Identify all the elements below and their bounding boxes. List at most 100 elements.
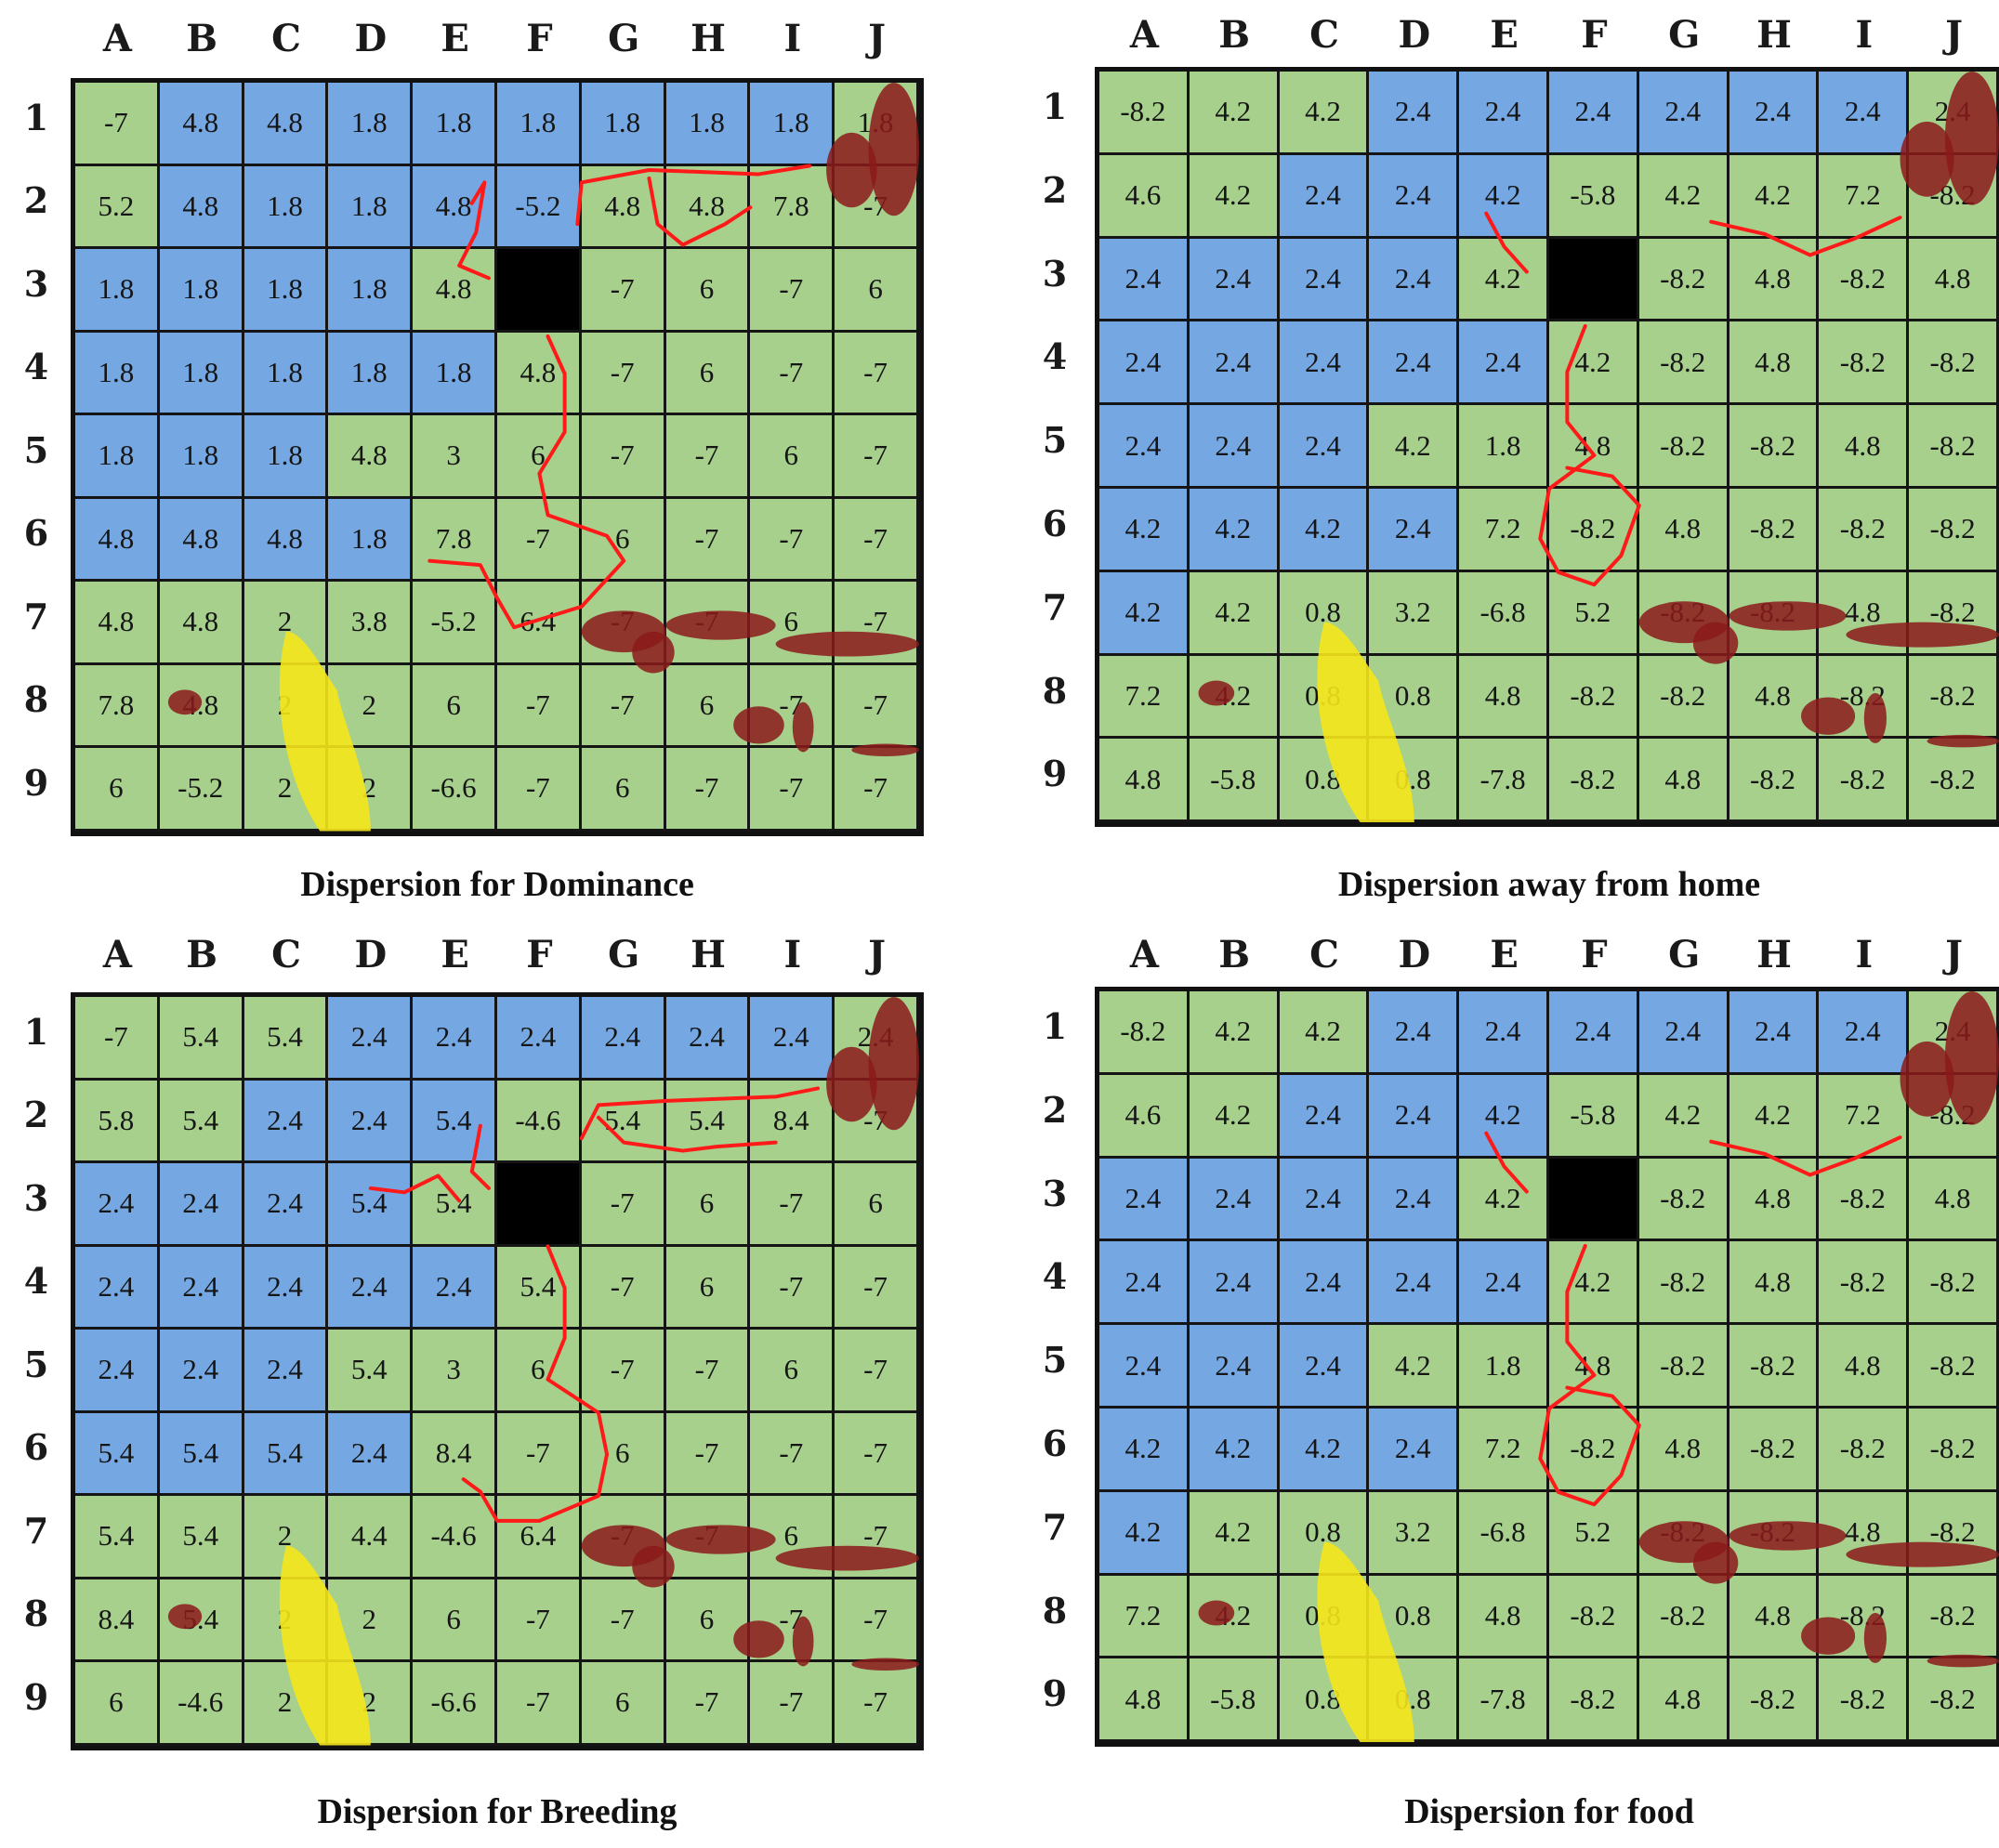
cell-value: 4.2 bbox=[1484, 178, 1521, 212]
grid-cell-I4: -8.2 bbox=[1819, 1241, 1910, 1326]
cell-value: 2.4 bbox=[267, 1353, 303, 1386]
grid-cell-B5: 1.8 bbox=[159, 415, 244, 499]
grid-cell-H6: -7 bbox=[665, 498, 751, 582]
grid-cell-E5: 3 bbox=[413, 1330, 497, 1413]
cell-value: 6 bbox=[614, 1435, 630, 1469]
grid-cell-C2: 2.4 bbox=[1279, 1074, 1370, 1159]
grid-cell-C1: 4.2 bbox=[1279, 991, 1370, 1075]
cell-value: -8.2 bbox=[1929, 428, 1976, 462]
cell-value: -7 bbox=[779, 1602, 804, 1635]
grid-cell-A6: 4.8 bbox=[75, 498, 160, 582]
grid-cell-B2: 4.8 bbox=[159, 165, 244, 249]
grid-cell-C6: 5.4 bbox=[243, 1412, 329, 1496]
cell-value: 1.8 bbox=[604, 106, 641, 139]
grid-cell-H3: 6 bbox=[665, 249, 751, 333]
cell-value: -7 bbox=[694, 605, 719, 638]
grid-cell-C8: 2 bbox=[243, 1579, 329, 1662]
row-label: 7 bbox=[1042, 585, 1068, 628]
row-label: 1 bbox=[1042, 85, 1068, 127]
column-label: J bbox=[1945, 13, 1964, 57]
origin-marker bbox=[1549, 238, 1637, 320]
cell-value: 5.4 bbox=[519, 1269, 557, 1303]
column-label: J bbox=[868, 933, 887, 976]
cell-value: 1.8 bbox=[267, 189, 303, 222]
cell-value: 6 bbox=[699, 272, 715, 306]
cell-value: 1.8 bbox=[182, 439, 219, 472]
grid-cell-E2: 4.2 bbox=[1459, 154, 1549, 239]
grid-cell-G9: 6 bbox=[581, 748, 666, 832]
cell-value: 1.8 bbox=[98, 272, 135, 306]
cell-value: -8.2 bbox=[1120, 95, 1166, 128]
cell-value: -7 bbox=[863, 688, 888, 721]
cell-value: -7 bbox=[863, 1103, 888, 1136]
cell-value: -8.2 bbox=[1929, 345, 1976, 378]
cell-value: 2.4 bbox=[1844, 95, 1881, 128]
grid-cell-C3: 1.8 bbox=[243, 249, 329, 333]
grid-cell-F8: -8.2 bbox=[1549, 655, 1639, 740]
grid-cell-F4: 5.4 bbox=[497, 1246, 582, 1330]
grid-cell-D5: 4.2 bbox=[1369, 405, 1460, 489]
cell-value: 4.8 bbox=[1844, 1515, 1881, 1549]
grid-cell-B1: 5.4 bbox=[159, 997, 244, 1081]
grid-cell-G9: 4.8 bbox=[1638, 1658, 1729, 1743]
grid-cell-F1: 2.4 bbox=[497, 997, 582, 1081]
grid-cell-J1: 1.8 bbox=[835, 83, 919, 166]
grid-cell-B5: 2.4 bbox=[159, 1330, 244, 1413]
origin-marker bbox=[497, 1163, 579, 1244]
cell-value: 6 bbox=[109, 1685, 124, 1719]
cell-value: 3 bbox=[446, 1353, 461, 1386]
grid-cell-G6: 4.8 bbox=[1638, 1409, 1729, 1492]
grid-cell-I4: -7 bbox=[750, 332, 835, 415]
grid-cell-I7: 6 bbox=[750, 582, 835, 665]
grid-cell-H2: 4.2 bbox=[1729, 154, 1820, 239]
cell-value: -7 bbox=[610, 1602, 635, 1635]
grid-cell-G1: 2.4 bbox=[1638, 991, 1729, 1075]
grid-cell-D1: 1.8 bbox=[328, 83, 414, 166]
grid-cell-E1: 1.8 bbox=[413, 83, 497, 166]
grid-cell-B5: 2.4 bbox=[1189, 1325, 1280, 1409]
cell-value: -8.2 bbox=[1749, 428, 1796, 462]
cell-value: -7 bbox=[694, 521, 719, 555]
cell-value: -7 bbox=[779, 355, 804, 388]
cell-value: 2.4 bbox=[1394, 261, 1431, 295]
grid-cell-F7: 6.4 bbox=[497, 582, 582, 665]
cell-value: 6 bbox=[109, 771, 124, 805]
column-label: E bbox=[1490, 13, 1519, 57]
cell-value: 1.8 bbox=[350, 189, 388, 222]
grid-cell-D1: 2.4 bbox=[1369, 991, 1460, 1075]
row-label: 5 bbox=[23, 428, 49, 471]
grid-cell-C6: 4.2 bbox=[1279, 1409, 1370, 1492]
cell-value: 3.2 bbox=[1394, 1515, 1431, 1549]
grid-cell-A4: 2.4 bbox=[1099, 321, 1190, 406]
grid-cell-H3: 4.8 bbox=[1729, 1158, 1820, 1242]
cell-value: 1.8 bbox=[1484, 1348, 1521, 1382]
grid-cell-E7: -4.6 bbox=[413, 1496, 497, 1579]
cell-value: -7 bbox=[863, 1435, 888, 1469]
grid-cell-G5: -7 bbox=[581, 1330, 666, 1413]
cell-value: 4.2 bbox=[1484, 1098, 1521, 1132]
cell-value: 2.4 bbox=[267, 1269, 303, 1303]
grid-cell-A8: 7.2 bbox=[1099, 1575, 1190, 1659]
cell-value: -6.8 bbox=[1480, 1515, 1526, 1549]
grid-cell-C7: 0.8 bbox=[1279, 571, 1370, 656]
grid-cell-F4: 4.2 bbox=[1549, 1241, 1639, 1326]
cell-value: -7 bbox=[525, 1685, 550, 1719]
cell-value: 2.4 bbox=[1305, 178, 1341, 212]
cell-value: 0.8 bbox=[1394, 1682, 1431, 1715]
cell-value: 5.4 bbox=[435, 1103, 472, 1136]
grid-cell-D8: 2 bbox=[328, 664, 414, 748]
cell-value: -5.8 bbox=[1570, 178, 1616, 212]
row-label: 4 bbox=[23, 1260, 49, 1303]
grid-cell-G1: 2.4 bbox=[1638, 72, 1729, 155]
cell-value: 2.4 bbox=[1124, 261, 1162, 295]
grid-cell-C9: 0.8 bbox=[1279, 1658, 1370, 1743]
grid-cell-D2: 2.4 bbox=[1369, 1074, 1460, 1159]
grid-cell-D1: 2.4 bbox=[328, 997, 414, 1081]
row-label: 4 bbox=[23, 346, 49, 388]
grid-cell-E6: 7.8 bbox=[413, 498, 497, 582]
grid-cell-H8: 6 bbox=[665, 1579, 751, 1662]
cell-value: 2.4 bbox=[1215, 1181, 1252, 1214]
cell-value: -8.2 bbox=[1929, 678, 1976, 712]
cell-value: 2.4 bbox=[772, 1020, 809, 1054]
cell-value: 1.8 bbox=[772, 106, 809, 139]
